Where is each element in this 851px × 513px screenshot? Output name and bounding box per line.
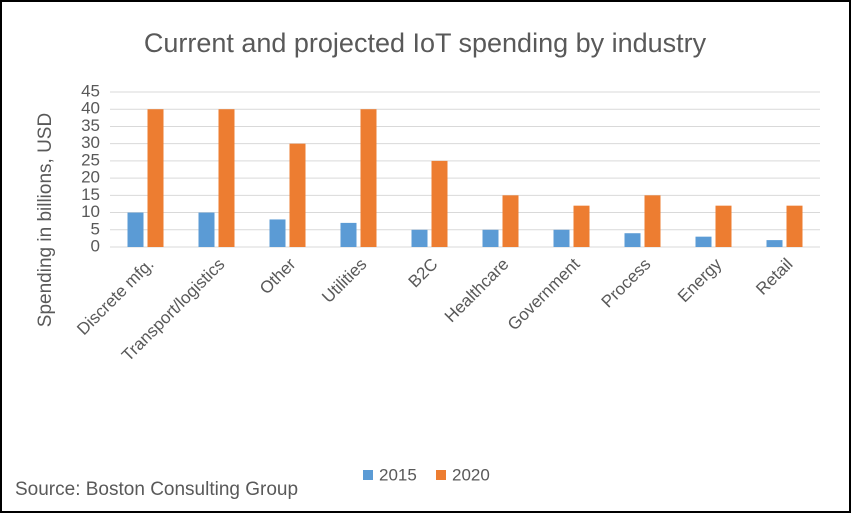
bar <box>431 160 448 247</box>
bar <box>766 240 783 247</box>
bar <box>198 212 215 247</box>
bar <box>269 219 286 247</box>
y-tick-label: 35 <box>81 116 100 135</box>
legend-swatch <box>436 470 446 480</box>
legend-swatch <box>363 470 373 480</box>
bar <box>553 229 570 247</box>
bar <box>482 229 499 247</box>
legend-label: 2020 <box>452 465 490 484</box>
y-tick-label: 20 <box>81 168 100 187</box>
bar <box>360 109 377 247</box>
bar <box>218 109 235 247</box>
bar <box>289 143 306 247</box>
y-tick-label: 40 <box>81 99 100 118</box>
bar <box>786 205 803 247</box>
legend-label: 2015 <box>379 465 417 484</box>
y-tick-label: 30 <box>81 133 100 152</box>
bar <box>340 222 357 247</box>
bar <box>573 205 590 247</box>
y-tick-label: 45 <box>81 81 100 100</box>
bar <box>411 229 428 247</box>
y-tick-label: 0 <box>91 236 100 255</box>
source-note: Source: Boston Consulting Group <box>15 479 298 500</box>
y-axis-label: Spending in billions, USD <box>35 113 56 327</box>
bar <box>624 233 641 247</box>
bar <box>147 109 164 247</box>
y-tick-label: 10 <box>81 202 100 221</box>
y-tick-label: 15 <box>81 185 100 204</box>
bar <box>695 236 712 247</box>
y-tick-label: 5 <box>91 219 100 238</box>
y-tick-label: 25 <box>81 150 100 169</box>
chart-title: Current and projected IoT spending by in… <box>144 28 707 58</box>
bar <box>502 195 519 247</box>
bar <box>127 212 144 247</box>
bar <box>715 205 732 247</box>
bar <box>644 195 661 247</box>
